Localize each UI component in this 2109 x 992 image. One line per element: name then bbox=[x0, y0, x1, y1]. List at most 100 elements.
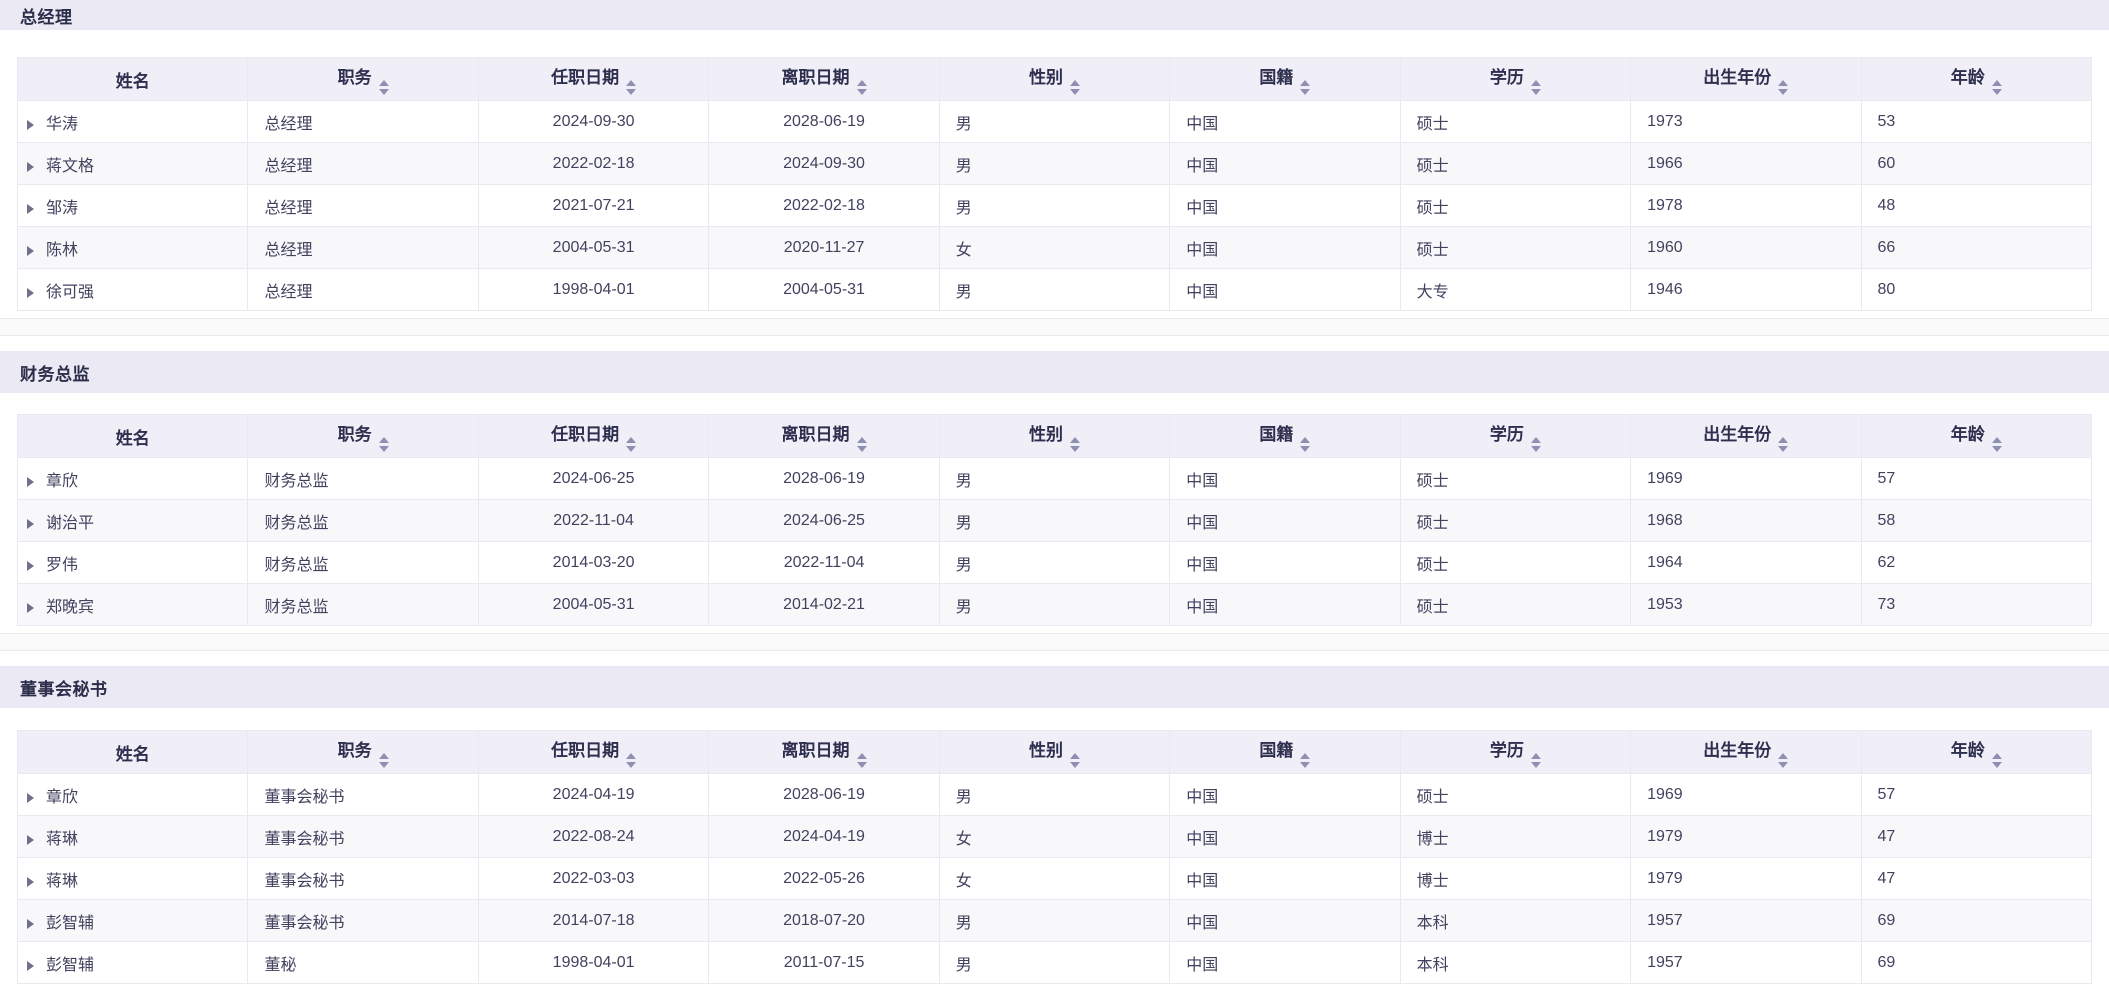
expand-row-icon[interactable] bbox=[27, 834, 34, 845]
column-header-end_date[interactable]: 离职日期 bbox=[708, 57, 940, 101]
sort-caret-icon[interactable] bbox=[1778, 753, 1789, 768]
sort-ascending-icon[interactable] bbox=[1069, 80, 1080, 86]
sort-caret-icon[interactable] bbox=[1530, 437, 1541, 452]
sort-ascending-icon[interactable] bbox=[1069, 437, 1080, 443]
expand-row-icon[interactable] bbox=[27, 245, 34, 256]
column-header-nationality[interactable]: 国籍 bbox=[1169, 57, 1401, 101]
expand-row-icon[interactable] bbox=[27, 960, 34, 971]
sort-caret-icon[interactable] bbox=[1778, 80, 1789, 95]
sort-descending-icon[interactable] bbox=[626, 89, 637, 95]
expand-row-icon[interactable] bbox=[27, 876, 34, 887]
sort-caret-icon[interactable] bbox=[1530, 753, 1541, 768]
sort-ascending-icon[interactable] bbox=[856, 80, 867, 86]
sort-ascending-icon[interactable] bbox=[1530, 753, 1541, 759]
sort-caret-icon[interactable] bbox=[626, 80, 637, 95]
sort-caret-icon[interactable] bbox=[378, 753, 389, 768]
column-header-nationality[interactable]: 国籍 bbox=[1169, 414, 1401, 458]
sort-descending-icon[interactable] bbox=[1778, 762, 1789, 768]
sort-caret-icon[interactable] bbox=[1991, 753, 2002, 768]
column-header-age[interactable]: 年龄 bbox=[1860, 730, 2092, 774]
sort-caret-icon[interactable] bbox=[378, 80, 389, 95]
column-header-end_date[interactable]: 离职日期 bbox=[708, 730, 940, 774]
column-header-age[interactable]: 年龄 bbox=[1860, 414, 2092, 458]
sort-descending-icon[interactable] bbox=[626, 446, 637, 452]
sort-caret-icon[interactable] bbox=[856, 753, 867, 768]
column-header-age[interactable]: 年龄 bbox=[1860, 57, 2092, 101]
column-header-position[interactable]: 职务 bbox=[247, 730, 479, 774]
sort-descending-icon[interactable] bbox=[856, 89, 867, 95]
column-header-birth_year[interactable]: 出生年份 bbox=[1630, 414, 1862, 458]
sort-descending-icon[interactable] bbox=[1069, 89, 1080, 95]
sort-caret-icon[interactable] bbox=[1300, 80, 1311, 95]
column-header-gender[interactable]: 性别 bbox=[938, 730, 1171, 774]
sort-caret-icon[interactable] bbox=[856, 80, 867, 95]
sort-descending-icon[interactable] bbox=[378, 89, 389, 95]
sort-ascending-icon[interactable] bbox=[1778, 753, 1789, 759]
column-header-nationality[interactable]: 国籍 bbox=[1169, 730, 1401, 774]
sort-caret-icon[interactable] bbox=[626, 437, 637, 452]
sort-descending-icon[interactable] bbox=[378, 762, 389, 768]
sort-caret-icon[interactable] bbox=[856, 437, 867, 452]
sort-descending-icon[interactable] bbox=[1300, 446, 1311, 452]
sort-descending-icon[interactable] bbox=[1300, 89, 1311, 95]
column-header-education[interactable]: 学历 bbox=[1399, 414, 1632, 458]
column-header-position[interactable]: 职务 bbox=[247, 57, 479, 101]
sort-ascending-icon[interactable] bbox=[1530, 80, 1541, 86]
sort-ascending-icon[interactable] bbox=[1300, 753, 1311, 759]
sort-descending-icon[interactable] bbox=[1530, 89, 1541, 95]
sort-ascending-icon[interactable] bbox=[1991, 437, 2002, 443]
sort-descending-icon[interactable] bbox=[1991, 762, 2002, 768]
sort-caret-icon[interactable] bbox=[1991, 437, 2002, 452]
sort-descending-icon[interactable] bbox=[856, 446, 867, 452]
sort-descending-icon[interactable] bbox=[1530, 762, 1541, 768]
sort-caret-icon[interactable] bbox=[1991, 80, 2002, 95]
expand-row-icon[interactable] bbox=[27, 602, 34, 613]
sort-ascending-icon[interactable] bbox=[1991, 753, 2002, 759]
expand-row-icon[interactable] bbox=[27, 203, 34, 214]
expand-row-icon[interactable] bbox=[27, 518, 34, 529]
sort-ascending-icon[interactable] bbox=[1069, 753, 1080, 759]
sort-ascending-icon[interactable] bbox=[1991, 80, 2002, 86]
sort-ascending-icon[interactable] bbox=[626, 753, 637, 759]
sort-ascending-icon[interactable] bbox=[378, 437, 389, 443]
sort-ascending-icon[interactable] bbox=[626, 437, 637, 443]
column-header-gender[interactable]: 性别 bbox=[938, 414, 1171, 458]
column-header-position[interactable]: 职务 bbox=[247, 414, 479, 458]
sort-caret-icon[interactable] bbox=[1778, 437, 1789, 452]
expand-row-icon[interactable] bbox=[27, 476, 34, 487]
expand-row-icon[interactable] bbox=[27, 161, 34, 172]
sort-descending-icon[interactable] bbox=[1991, 89, 2002, 95]
sort-ascending-icon[interactable] bbox=[1300, 80, 1311, 86]
sort-descending-icon[interactable] bbox=[1778, 89, 1789, 95]
sort-descending-icon[interactable] bbox=[626, 762, 637, 768]
sort-caret-icon[interactable] bbox=[1300, 753, 1311, 768]
sort-descending-icon[interactable] bbox=[1530, 446, 1541, 452]
expand-row-icon[interactable] bbox=[27, 560, 34, 571]
sort-ascending-icon[interactable] bbox=[626, 80, 637, 86]
sort-descending-icon[interactable] bbox=[378, 446, 389, 452]
sort-caret-icon[interactable] bbox=[378, 437, 389, 452]
column-header-birth_year[interactable]: 出生年份 bbox=[1630, 730, 1862, 774]
sort-ascending-icon[interactable] bbox=[1530, 437, 1541, 443]
column-header-start_date[interactable]: 任职日期 bbox=[477, 730, 710, 774]
sort-caret-icon[interactable] bbox=[1069, 753, 1080, 768]
sort-ascending-icon[interactable] bbox=[1778, 80, 1789, 86]
sort-caret-icon[interactable] bbox=[626, 753, 637, 768]
sort-ascending-icon[interactable] bbox=[856, 753, 867, 759]
sort-ascending-icon[interactable] bbox=[378, 753, 389, 759]
sort-ascending-icon[interactable] bbox=[1300, 437, 1311, 443]
sort-ascending-icon[interactable] bbox=[378, 80, 389, 86]
expand-row-icon[interactable] bbox=[27, 119, 34, 130]
sort-descending-icon[interactable] bbox=[1069, 446, 1080, 452]
column-header-start_date[interactable]: 任职日期 bbox=[477, 57, 710, 101]
sort-descending-icon[interactable] bbox=[1778, 446, 1789, 452]
sort-caret-icon[interactable] bbox=[1069, 80, 1080, 95]
column-header-end_date[interactable]: 离职日期 bbox=[708, 414, 940, 458]
column-header-gender[interactable]: 性别 bbox=[938, 57, 1171, 101]
expand-row-icon[interactable] bbox=[27, 287, 34, 298]
sort-caret-icon[interactable] bbox=[1300, 437, 1311, 452]
sort-caret-icon[interactable] bbox=[1530, 80, 1541, 95]
sort-ascending-icon[interactable] bbox=[856, 437, 867, 443]
column-header-start_date[interactable]: 任职日期 bbox=[477, 414, 710, 458]
column-header-education[interactable]: 学历 bbox=[1399, 730, 1632, 774]
